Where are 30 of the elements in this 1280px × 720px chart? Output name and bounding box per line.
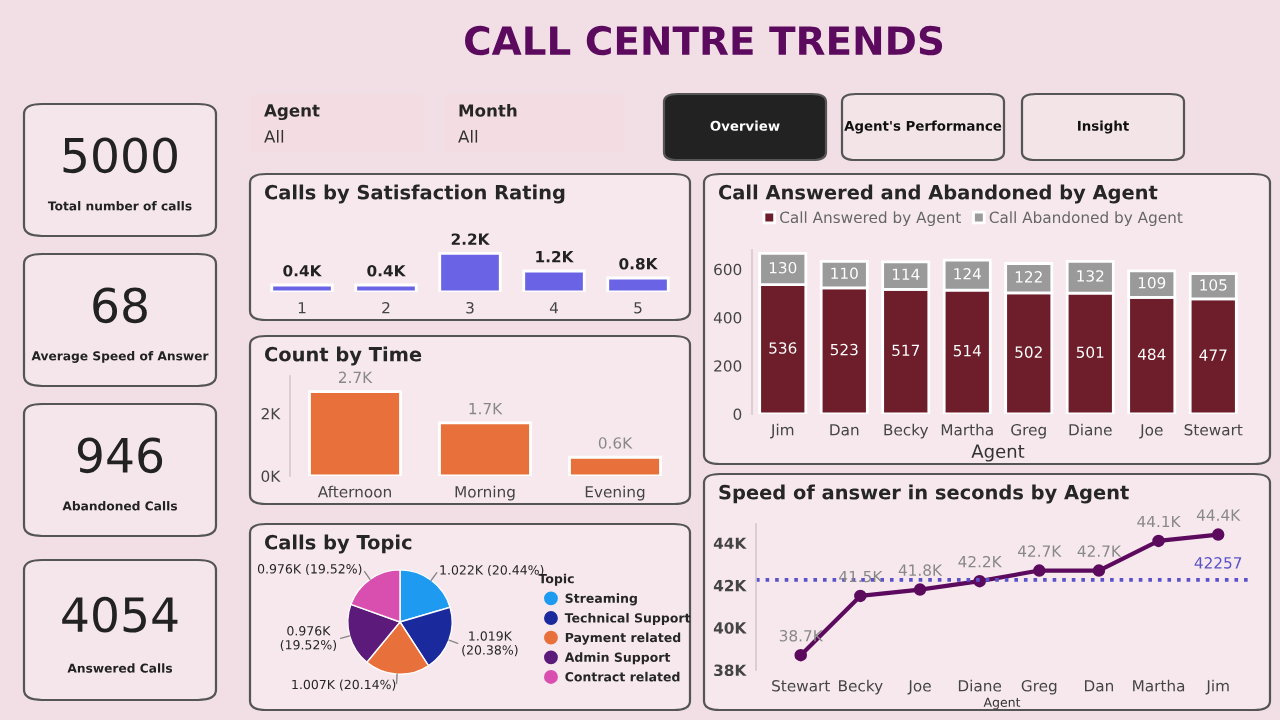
bar	[270, 283, 334, 292]
bar	[308, 390, 402, 476]
text: Month	[459, 103, 517, 117]
chart-title: Count by Time	[264, 346, 422, 366]
text: CALL CENTRE TRENDS	[465, 25, 943, 56]
bar	[606, 276, 670, 292]
chart-title: Calls by Topic	[264, 534, 412, 554]
text: 4054	[62, 596, 178, 633]
bar	[438, 252, 502, 292]
bar	[522, 269, 586, 292]
chart-title: Call Answered and Abandoned by Agent	[718, 184, 1158, 204]
point	[913, 583, 927, 596]
bar	[438, 421, 532, 476]
bar	[354, 283, 418, 292]
point	[1211, 528, 1225, 541]
text: 68	[93, 287, 147, 324]
chart-title: Speed of answer in seconds by Agent	[719, 484, 1129, 504]
point	[1092, 564, 1106, 577]
point	[794, 648, 807, 662]
text: Agent	[264, 104, 320, 121]
point	[854, 589, 867, 603]
point	[1152, 534, 1165, 548]
text: 5000	[63, 137, 177, 174]
text: All	[458, 129, 478, 143]
text: 946	[77, 437, 163, 474]
x-axis-title: Agent	[971, 444, 1025, 462]
bar	[568, 455, 662, 476]
chart-title: Calls by Satisfaction Rating	[264, 184, 565, 204]
point	[1033, 564, 1046, 577]
text: All	[264, 129, 284, 143]
